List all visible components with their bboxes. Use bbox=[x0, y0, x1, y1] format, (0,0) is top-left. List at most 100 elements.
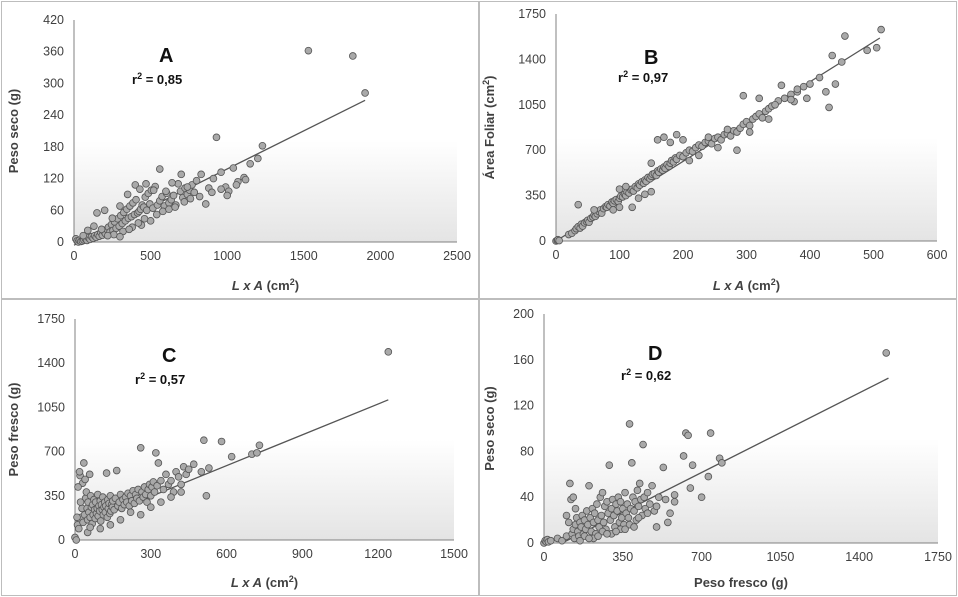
data-point bbox=[190, 188, 199, 197]
y-tick-label: 40 bbox=[520, 490, 534, 504]
x-tick-label: 1500 bbox=[440, 547, 468, 561]
data-point bbox=[85, 470, 94, 479]
y-axis-title: Peso seco (g) bbox=[482, 386, 497, 471]
data-point bbox=[688, 461, 697, 469]
data-point bbox=[152, 210, 161, 219]
data-point bbox=[168, 179, 176, 187]
data-point bbox=[159, 485, 168, 494]
data-point bbox=[177, 488, 185, 496]
data-point bbox=[799, 82, 808, 91]
plot-area bbox=[556, 82, 937, 241]
x-tick-label: 1000 bbox=[213, 249, 241, 263]
data-point bbox=[652, 523, 661, 531]
x-tick-label: 0 bbox=[72, 547, 79, 561]
data-point bbox=[648, 481, 656, 490]
data-point bbox=[628, 459, 636, 467]
y-tick-label: 350 bbox=[525, 189, 546, 203]
data-point bbox=[679, 452, 688, 460]
x-tick-label: 2500 bbox=[443, 249, 471, 263]
data-point bbox=[131, 181, 140, 189]
data-point bbox=[569, 493, 578, 502]
data-point bbox=[205, 464, 213, 472]
data-point bbox=[704, 472, 713, 481]
data-point bbox=[201, 200, 210, 208]
data-point bbox=[615, 185, 624, 193]
data-point bbox=[116, 202, 124, 210]
data-point bbox=[603, 530, 611, 538]
data-point bbox=[628, 203, 637, 212]
data-point bbox=[241, 175, 250, 184]
y-tick-label: 350 bbox=[44, 489, 65, 503]
y-axis-title: Peso seco (g) bbox=[6, 89, 21, 174]
data-point bbox=[184, 465, 193, 474]
data-point bbox=[246, 159, 254, 168]
y-tick-label: 700 bbox=[525, 143, 546, 157]
x-tick-label: 600 bbox=[216, 547, 237, 561]
data-point bbox=[574, 200, 583, 209]
data-point bbox=[106, 521, 115, 529]
data-point bbox=[653, 136, 662, 144]
data-point bbox=[162, 470, 170, 479]
data-point bbox=[882, 349, 891, 357]
data-point bbox=[93, 209, 101, 217]
data-point bbox=[837, 58, 846, 66]
data-point bbox=[777, 81, 786, 90]
data-point bbox=[153, 481, 161, 490]
data-point bbox=[100, 206, 109, 215]
data-point bbox=[666, 138, 675, 147]
data-point bbox=[639, 440, 647, 449]
data-point bbox=[86, 523, 94, 532]
data-point bbox=[585, 481, 593, 490]
data-point bbox=[647, 187, 656, 196]
y-tick-label: 1400 bbox=[518, 52, 546, 66]
data-point bbox=[208, 188, 216, 197]
plot-area bbox=[75, 385, 454, 540]
data-point bbox=[197, 170, 205, 179]
data-point bbox=[200, 436, 208, 445]
data-point bbox=[704, 133, 713, 142]
data-point bbox=[594, 532, 602, 540]
data-point bbox=[80, 459, 88, 467]
data-point bbox=[758, 113, 767, 122]
data-point bbox=[177, 170, 186, 179]
data-point bbox=[72, 536, 81, 544]
y-tick-label: 0 bbox=[57, 235, 64, 249]
y-tick-label: 0 bbox=[539, 234, 546, 248]
data-point bbox=[652, 502, 661, 511]
data-point bbox=[258, 142, 267, 150]
x-tick-label: 500 bbox=[140, 249, 161, 263]
data-point bbox=[593, 500, 601, 508]
data-point bbox=[189, 460, 198, 469]
data-point bbox=[672, 130, 681, 139]
y-tick-label: 300 bbox=[43, 76, 64, 90]
y-tick-label: 180 bbox=[43, 140, 64, 154]
data-point bbox=[755, 94, 764, 103]
data-point bbox=[679, 136, 687, 144]
data-point bbox=[564, 518, 573, 527]
data-point bbox=[192, 176, 201, 185]
data-point bbox=[718, 459, 726, 467]
y-tick-label: 360 bbox=[43, 45, 64, 59]
data-point bbox=[97, 225, 106, 234]
data-point bbox=[132, 195, 140, 204]
data-point bbox=[562, 511, 571, 520]
data-point bbox=[253, 449, 261, 457]
x-axis-title: Peso fresco (g) bbox=[694, 575, 788, 590]
x-tick-label: 1750 bbox=[924, 550, 952, 564]
x-tick-label: 500 bbox=[863, 248, 884, 262]
data-point bbox=[229, 164, 238, 172]
data-point bbox=[828, 51, 837, 60]
data-point bbox=[186, 194, 195, 203]
data-point bbox=[599, 518, 608, 527]
data-point bbox=[877, 25, 885, 34]
data-point bbox=[646, 500, 654, 508]
data-point bbox=[609, 206, 617, 214]
data-point bbox=[558, 536, 566, 545]
scatter-chart-a: 0 500 1000 1500 2000 2500 0 60 120 180 240 300 360 42… bbox=[6, 13, 471, 293]
data-point bbox=[622, 182, 630, 191]
y-axis-title: Peso fresco (g) bbox=[6, 383, 21, 477]
y-tick-label: 700 bbox=[44, 445, 65, 459]
data-point bbox=[546, 536, 555, 545]
x-tick-label: 400 bbox=[800, 248, 821, 262]
data-point bbox=[633, 486, 642, 495]
